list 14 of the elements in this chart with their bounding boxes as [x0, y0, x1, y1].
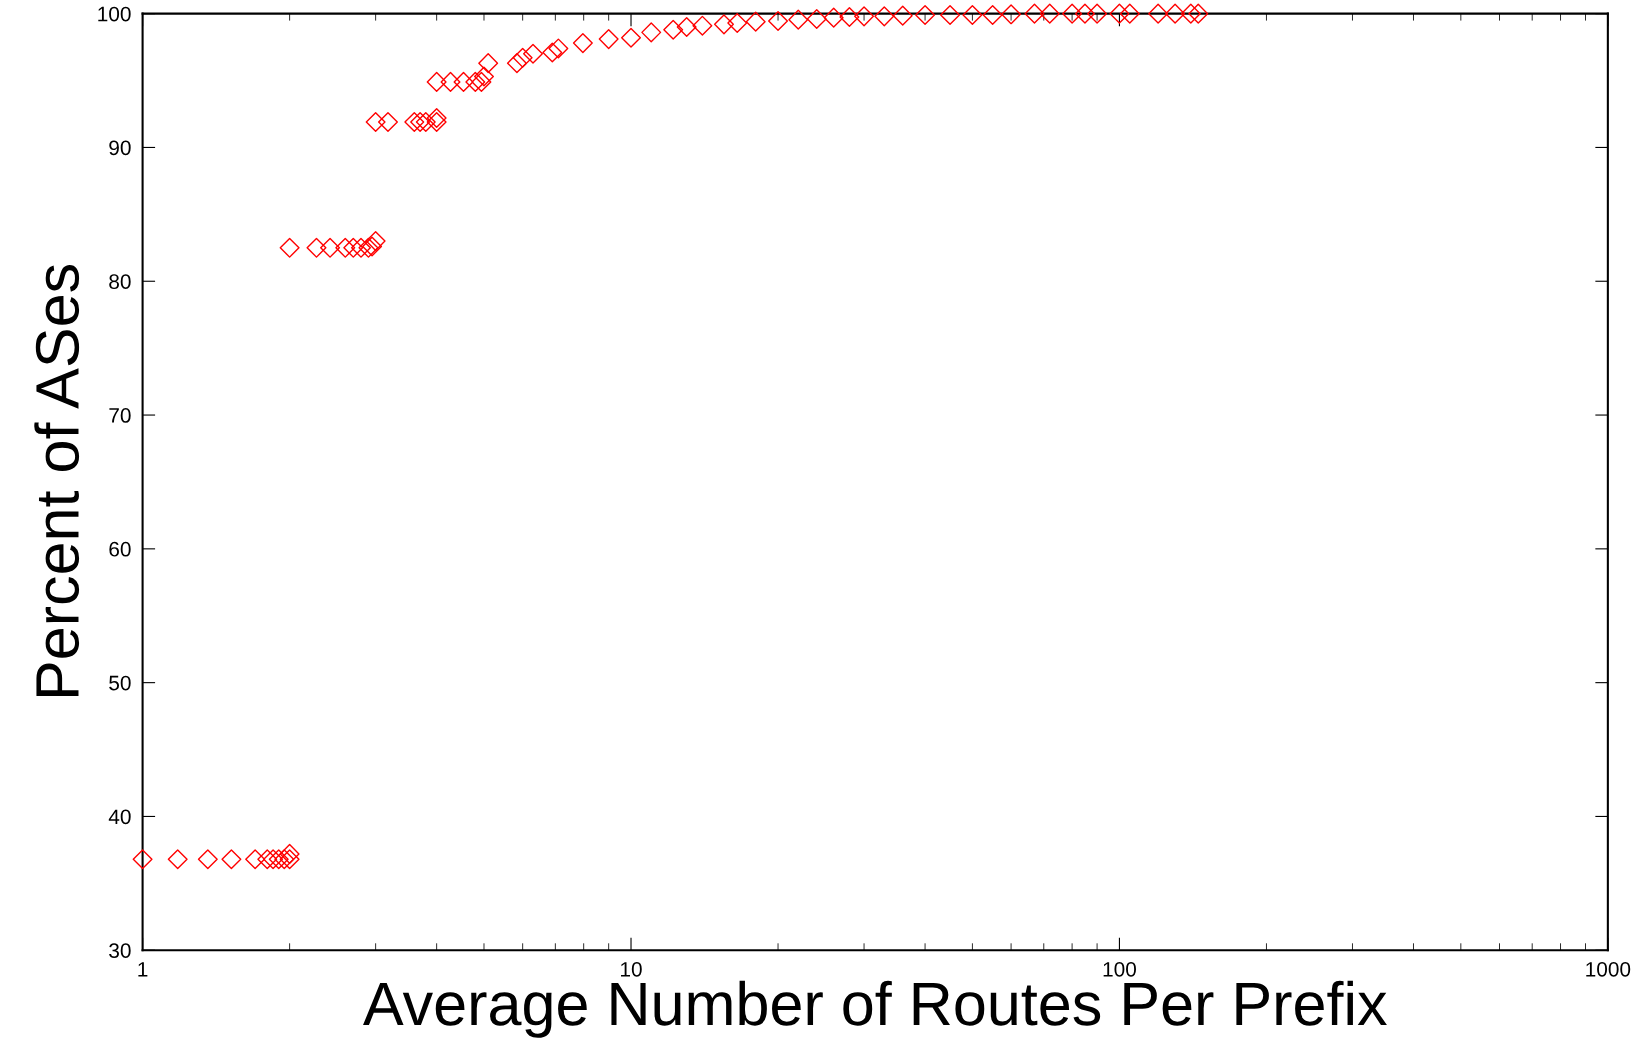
y-tick-label: 60 — [109, 541, 131, 557]
y-tick-label: 50 — [109, 675, 131, 691]
x-tick-label: 1000 — [1586, 961, 1631, 977]
x-tick-label: 100 — [1103, 961, 1136, 977]
y-tick-label: 90 — [109, 140, 131, 156]
x-tick-label: 10 — [621, 961, 642, 977]
y-tick-label: 40 — [108, 809, 131, 825]
y-tick-label: 80 — [109, 274, 131, 289]
x-axis-title: Average Number of Routes Per Prefix — [363, 980, 1387, 1038]
y-tick-label: 100 — [98, 6, 131, 22]
y-axis-title: Percent of ASes — [34, 265, 80, 697]
y-tick-label: 30 — [109, 943, 131, 958]
y-tick-label: 70 — [109, 408, 131, 423]
x-tick-label: 1 — [138, 962, 148, 977]
